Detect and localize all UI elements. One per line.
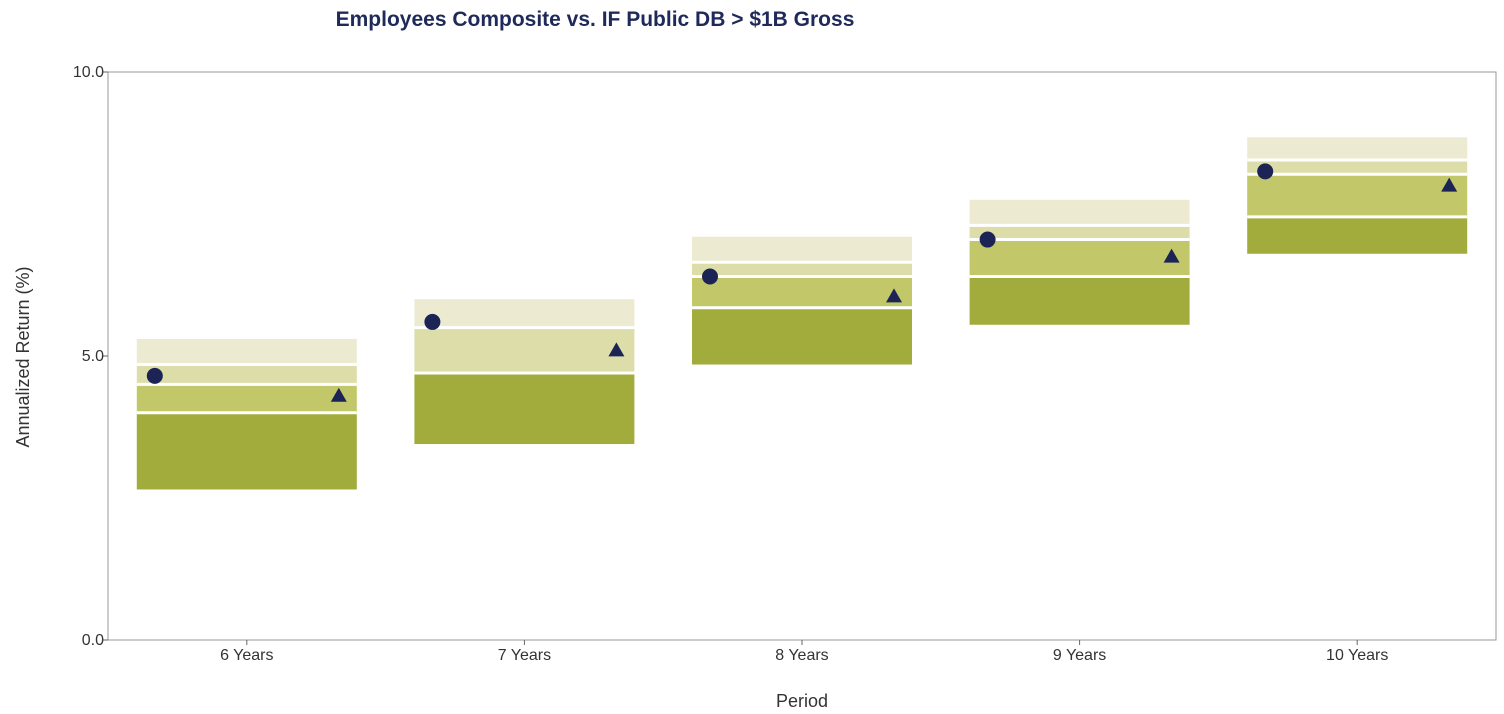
y-axis-title: Annualized Return (%) [13, 266, 33, 447]
pct-band-5-25 [969, 199, 1190, 226]
circle-marker [979, 231, 996, 248]
pct-band-25-50 [692, 262, 912, 277]
x-tick-label: 9 Years [1053, 647, 1106, 664]
x-tick-label: 6 Years [220, 647, 273, 664]
triangle-marker [1163, 248, 1180, 263]
pct-band-50-75 [969, 239, 1190, 277]
circle-marker [424, 313, 441, 330]
pct-band-5-25 [692, 236, 912, 263]
y-tick-label: 0.0 [82, 632, 104, 649]
x-axis-title: Period [776, 691, 828, 711]
x-axis: 6 Years 7 Years 8 Years 9 Years 10 Years [220, 640, 1388, 664]
triangle-marker [608, 342, 625, 357]
data-markers [146, 163, 1458, 402]
y-axis: 0.0 5.0 10.0 [73, 64, 108, 649]
x-tick-label: 7 Years [498, 647, 551, 664]
pct-band-50-75 [136, 384, 357, 413]
pct-band-5-25 [136, 338, 357, 365]
circle-marker [146, 367, 163, 384]
pct-band-75-95 [969, 276, 1190, 325]
pct-band-50-75 [692, 276, 912, 308]
y-tick-label: 5.0 [82, 348, 104, 365]
pct-band-25-50 [414, 327, 635, 374]
circle-marker [1257, 163, 1274, 180]
pct-band-75-95 [414, 373, 635, 445]
pct-band-75-95 [1247, 216, 1468, 254]
y-tick-label: 10.0 [73, 64, 104, 81]
pct-band-50-75 [1247, 174, 1468, 217]
chart-title: Employees Composite vs. IF Public DB > $… [336, 8, 855, 31]
triangle-marker [886, 288, 902, 303]
triangle-marker [330, 387, 347, 402]
pct-band-5-25 [1247, 137, 1468, 161]
pct-band-75-95 [692, 307, 912, 365]
pct-band-25-50 [969, 225, 1190, 240]
x-tick-label: 8 Years [775, 647, 828, 664]
circle-marker [702, 268, 718, 285]
percentile-bars [136, 137, 1468, 490]
triangle-marker [1441, 177, 1458, 192]
pct-band-5-25 [414, 299, 635, 328]
pct-band-25-50 [1247, 160, 1468, 175]
pct-band-25-50 [136, 364, 357, 385]
pct-band-75-95 [136, 412, 357, 490]
x-tick-label: 10 Years [1326, 647, 1388, 664]
